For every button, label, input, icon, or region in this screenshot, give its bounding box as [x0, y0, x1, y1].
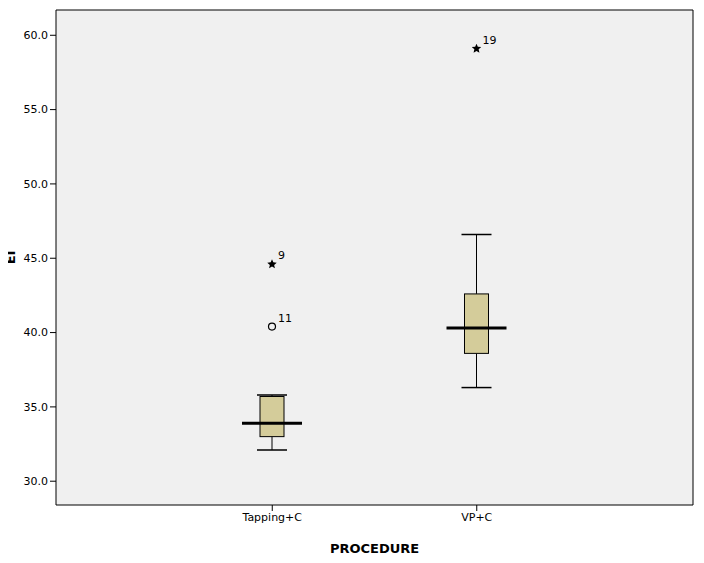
svg-text:9: 9	[278, 249, 285, 262]
svg-text:45.0: 45.0	[24, 252, 49, 265]
svg-text:EI: EI	[8, 251, 18, 265]
svg-text:60.0: 60.0	[24, 29, 49, 42]
svg-text:55.0: 55.0	[24, 103, 49, 116]
svg-text:19: 19	[483, 34, 497, 47]
svg-text:11: 11	[278, 312, 292, 325]
svg-text:50.0: 50.0	[24, 178, 49, 191]
svg-text:VP+C: VP+C	[461, 511, 492, 524]
svg-text:30.0: 30.0	[24, 475, 49, 488]
svg-text:PROCEDURE: PROCEDURE	[330, 541, 419, 555]
svg-text:35.0: 35.0	[24, 401, 49, 414]
svg-text:40.0: 40.0	[24, 326, 49, 339]
svg-text:Tapping+C: Tapping+C	[241, 511, 302, 524]
